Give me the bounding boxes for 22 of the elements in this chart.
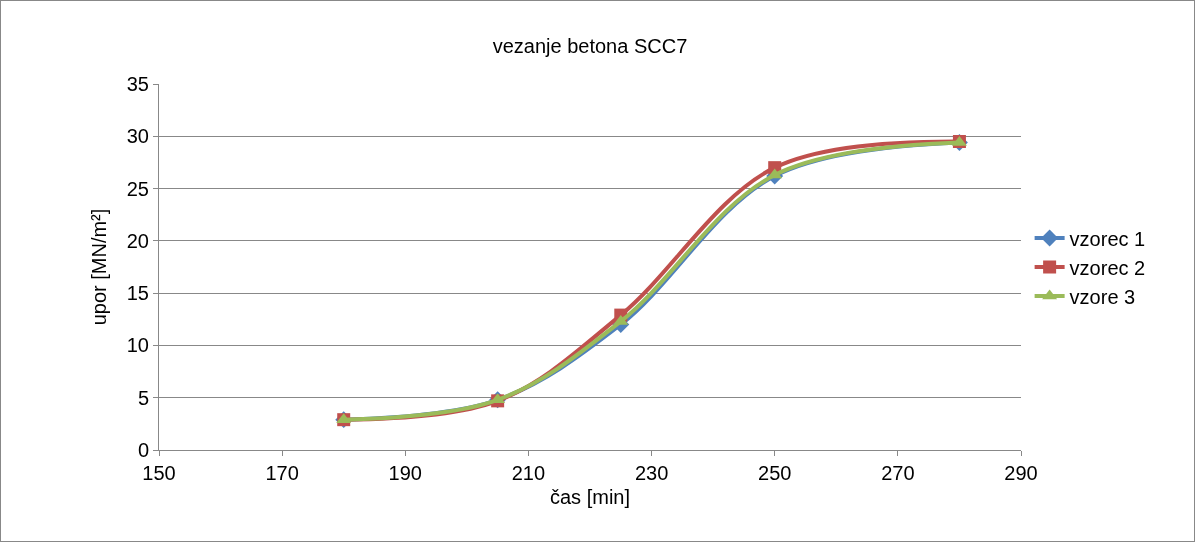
- y-tick-label: 0: [137, 439, 149, 461]
- x-tick-label: 170: [265, 462, 299, 484]
- y-tick-label: 35: [126, 73, 149, 95]
- legend-label: vzorec 2: [1069, 256, 1146, 279]
- x-tick-label: 150: [142, 462, 176, 484]
- x-tick-label: 250: [758, 462, 792, 484]
- y-tick-label: 25: [126, 177, 149, 200]
- x-tick-label: 270: [881, 462, 915, 484]
- y-tick-label: 15: [126, 282, 149, 305]
- y-tick-label: 20: [126, 229, 149, 252]
- x-axis-title: čas [min]: [549, 485, 631, 508]
- x-tick-label: 230: [634, 462, 669, 484]
- x-tick-label: 210: [511, 462, 546, 484]
- legend-label: vzore 3: [1069, 285, 1136, 308]
- x-tick-label: 290: [1004, 462, 1038, 484]
- y-axis-title: upor [MN/m²]: [88, 208, 111, 326]
- chart-title: vezanje betona SCC7: [492, 34, 688, 57]
- y-tick-label: 30: [126, 125, 149, 148]
- y-tick-label: 10: [126, 334, 149, 357]
- x-tick-label: 190: [388, 462, 422, 484]
- y-tick-label: 5: [137, 386, 149, 409]
- legend-label: vzorec 1: [1069, 227, 1146, 250]
